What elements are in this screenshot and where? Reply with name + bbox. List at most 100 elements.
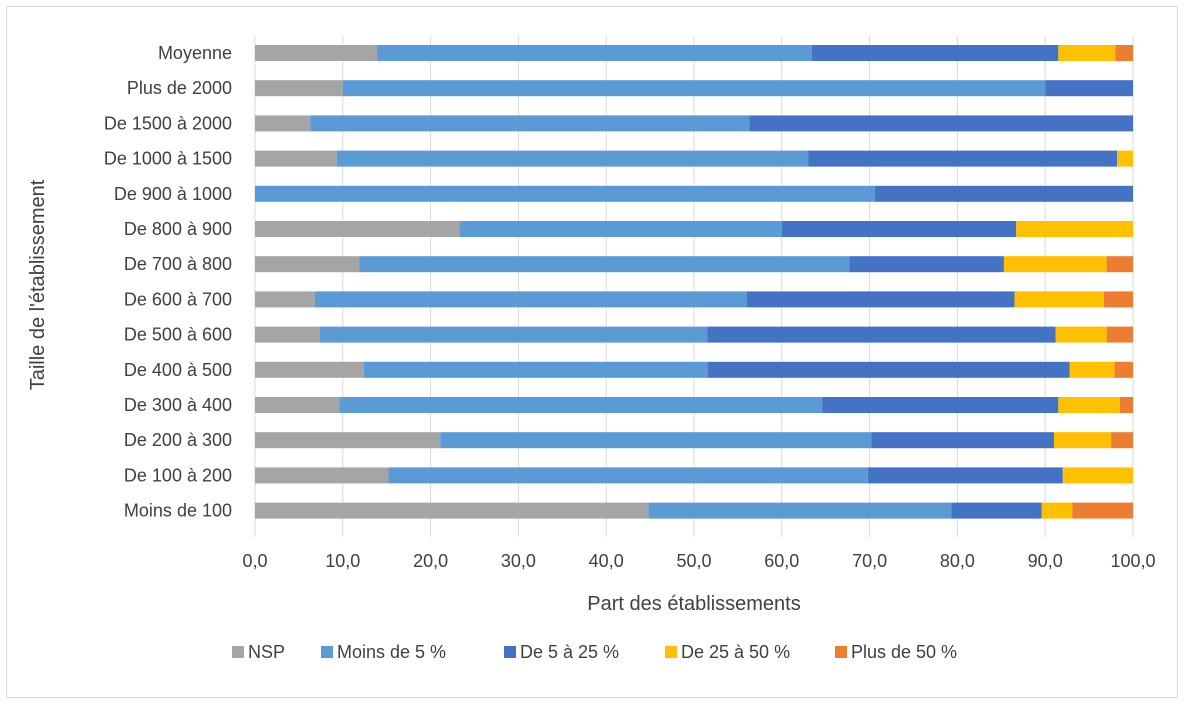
legend-label: Moins de 5 % [337,642,446,662]
y-tick-label: De 300 à 400 [124,395,232,415]
bar-segment [255,291,315,308]
bar-segment [342,80,1046,97]
bar-segment [1111,432,1133,449]
y-tick-label: De 1500 à 2000 [104,113,232,133]
x-tick-label: 60,0 [764,551,799,571]
bar-segment [377,45,812,61]
x-tick-label: 10,0 [325,551,360,571]
y-axis-tick-labels: Moyenne Plus de 2000 De 1500 à 2000 De 1000… [104,43,232,521]
bar-segment [255,326,320,343]
legend-label: De 5 à 25 % [520,642,619,662]
bar-segment [255,502,649,519]
bar-segment [871,432,1054,449]
bar-segment [708,361,1070,378]
bar-segment [1062,467,1133,484]
bar-segment [459,221,782,237]
bar-segment [255,467,389,484]
bar-segment [255,115,311,132]
x-axis-title: Part des établissements [587,593,800,615]
bar-segment [1072,502,1133,519]
legend-swatch [665,646,677,658]
x-tick-label: 0,0 [242,551,267,571]
bar-segment [1117,150,1133,167]
bar-segment [255,361,364,378]
bar-segment [1055,326,1107,343]
bar-segment [255,397,340,413]
y-tick-label: De 500 à 600 [124,325,232,345]
y-tick-label: Moins de 100 [124,501,232,521]
bar-segment [746,291,1015,308]
bar-segment [1106,326,1133,343]
bar-segment [255,221,460,237]
bar-segment [440,432,872,449]
x-tick-label: 80,0 [940,551,975,571]
bar-segment [822,397,1059,413]
bar-segment [867,467,1063,484]
bar-segment [1014,291,1105,308]
bar-segment [388,467,868,484]
bar-segment [1115,45,1133,61]
bar-segment [255,432,441,449]
bar-segment [849,256,1004,273]
y-tick-label: De 200 à 300 [124,430,232,450]
bar-segment [255,256,360,273]
bar-segment [319,326,708,343]
legend-swatch [321,646,333,658]
bar-segment [363,361,709,378]
bar-segment [1104,291,1133,308]
bar-segment [314,291,747,308]
legend-label: Plus de 50 % [851,642,957,662]
x-tick-label: 90,0 [1028,551,1063,571]
bar-segment [1069,361,1115,378]
y-tick-label: De 700 à 800 [124,254,232,274]
bar-segment [951,502,1042,519]
y-tick-label: Plus de 2000 [127,78,232,98]
bar-segment [339,397,823,413]
bar-segment [1114,361,1133,378]
legend: NSP Moins de 5 % De 5 à 25 % De 25 à 50 % Pl… [232,642,957,662]
bar-segment [1041,502,1073,519]
y-tick-label: De 100 à 200 [124,465,232,485]
bar-segment [808,150,1118,167]
bar-segment [648,502,952,519]
x-tick-label: 20,0 [413,551,448,571]
bar-segment [310,115,750,132]
bar-segment [1058,45,1116,61]
y-tick-label: De 400 à 500 [124,360,232,380]
bar-segment [336,150,809,167]
bar-segment [1016,221,1133,237]
y-tick-label: De 600 à 700 [124,289,232,309]
bars [255,45,1133,519]
y-tick-label: Moyenne [158,43,232,63]
bar-segment [255,185,875,202]
bar-segment [255,45,378,61]
x-tick-label: 50,0 [676,551,711,571]
bar-segment [255,150,337,167]
bar-segment [707,326,1056,343]
bar-segment [781,221,1017,237]
bar-segment [1119,397,1133,413]
legend-label: NSP [248,642,285,662]
bar-segment [1003,256,1107,273]
y-tick-label: De 1000 à 1500 [104,149,232,169]
x-tick-label: 40,0 [589,551,624,571]
x-axis-tick-labels: 0,0 10,0 20,0 30,0 40,0 50,0 60,0 70,0 80,0 90,0 1… [242,551,1155,571]
legend-swatch [504,646,516,658]
bar-segment [749,115,1133,132]
bar-segment [1045,80,1133,97]
bar-segment [1106,256,1133,273]
x-tick-label: 100,0 [1110,551,1155,571]
legend-swatch [232,646,244,658]
legend-label: De 25 à 50 % [681,642,790,662]
x-tick-label: 30,0 [501,551,536,571]
y-tick-label: De 800 à 900 [124,219,232,239]
y-tick-label: De 900 à 1000 [114,184,232,204]
bar-segment [255,80,343,97]
bar-segment [359,256,850,273]
bar-segment [1058,397,1120,413]
bar-segment [1053,432,1112,449]
bar-segment [874,185,1133,202]
legend-swatch [835,646,847,658]
y-axis-title: Taille de l'établissement [27,179,49,390]
